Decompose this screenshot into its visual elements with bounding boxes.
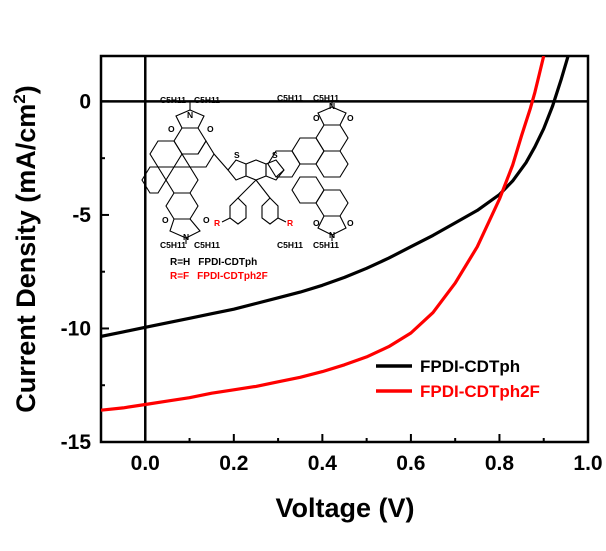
legend-label-fpdi-cdtph: FPDI-CDTph (420, 357, 520, 376)
reference-lines (101, 56, 588, 442)
phenyl-rings (221, 197, 287, 225)
legend: FPDI-CDTph FPDI-CDTph2F (376, 357, 540, 401)
atom-sulfur: S (272, 150, 278, 160)
atom-oxygen: O (168, 124, 175, 134)
cdt-bridge (213, 153, 285, 199)
atom-oxygen: O (313, 113, 320, 123)
compound-key-fpdi-cdtph: R=H FPDI-CDTph (170, 257, 257, 268)
atom-oxygen: O (162, 215, 169, 225)
x-tick-label: 0.2 (219, 452, 248, 475)
atom-nitrogen: N (187, 110, 193, 120)
atom-oxygen: O (203, 215, 210, 225)
x-tick-label: 1.0 (573, 452, 602, 475)
x-tick-label: 0.6 (396, 452, 425, 475)
atom-sulfur: S (234, 150, 240, 160)
r-group: R (287, 218, 293, 228)
chain-label: C5H11 (160, 95, 186, 105)
x-axis-title: Voltage (V) (275, 493, 414, 523)
y-axis-ticks: -15 -10 -5 0 (61, 90, 109, 454)
atom-oxygen: O (313, 218, 320, 228)
series-line-fpdi-cdtph2f (101, 56, 546, 412)
r-group: R (214, 218, 220, 228)
plot-frame (99, 54, 590, 444)
atom-nitrogen: N (329, 101, 335, 111)
atom-oxygen: O (207, 124, 214, 134)
chain-label: C5H11 (277, 240, 303, 250)
atom-oxygen: O (347, 218, 354, 228)
chain-label: C5H11 (194, 95, 220, 105)
chain-label: C5H11 (313, 93, 339, 103)
y-tick-label: -5 (72, 204, 91, 227)
chain-label: C5H11 (277, 93, 303, 103)
x-tick-label: 0.4 (308, 452, 338, 475)
series-line-fpdi-cdtph (101, 56, 570, 338)
y-axis-title: Current Density (mA/cm2) (10, 85, 41, 413)
y-tick-label: 0 (79, 90, 91, 113)
y-tick-label: -15 (61, 431, 92, 454)
x-tick-label: 0.0 (131, 452, 160, 475)
molecule-labels: C5H11 C5H11 C5H11 C5H11 C5H11 C5H11 C5H1… (160, 93, 354, 282)
series-lines (101, 56, 570, 412)
chain-label: C5H11 (313, 240, 339, 250)
right-perylene-diimide (267, 106, 349, 236)
compound-key-fpdi-cdtph2f: R=F FPDI-CDTph2F (170, 271, 268, 282)
x-axis-ticks: 0.0 0.2 0.4 0.6 0.8 1.0 (100, 434, 603, 475)
y-tick-label: -10 (61, 317, 91, 340)
chain-label: C5H11 (160, 240, 186, 250)
molecule-structure-inset (141, 101, 349, 244)
legend-label-fpdi-cdtph2f: FPDI-CDTph2F (420, 382, 540, 401)
atom-oxygen: O (347, 113, 354, 123)
chain-label: C5H11 (194, 240, 220, 250)
atom-nitrogen: N (329, 230, 335, 240)
atom-nitrogen: N (183, 232, 189, 242)
x-tick-label: 0.8 (485, 452, 515, 475)
